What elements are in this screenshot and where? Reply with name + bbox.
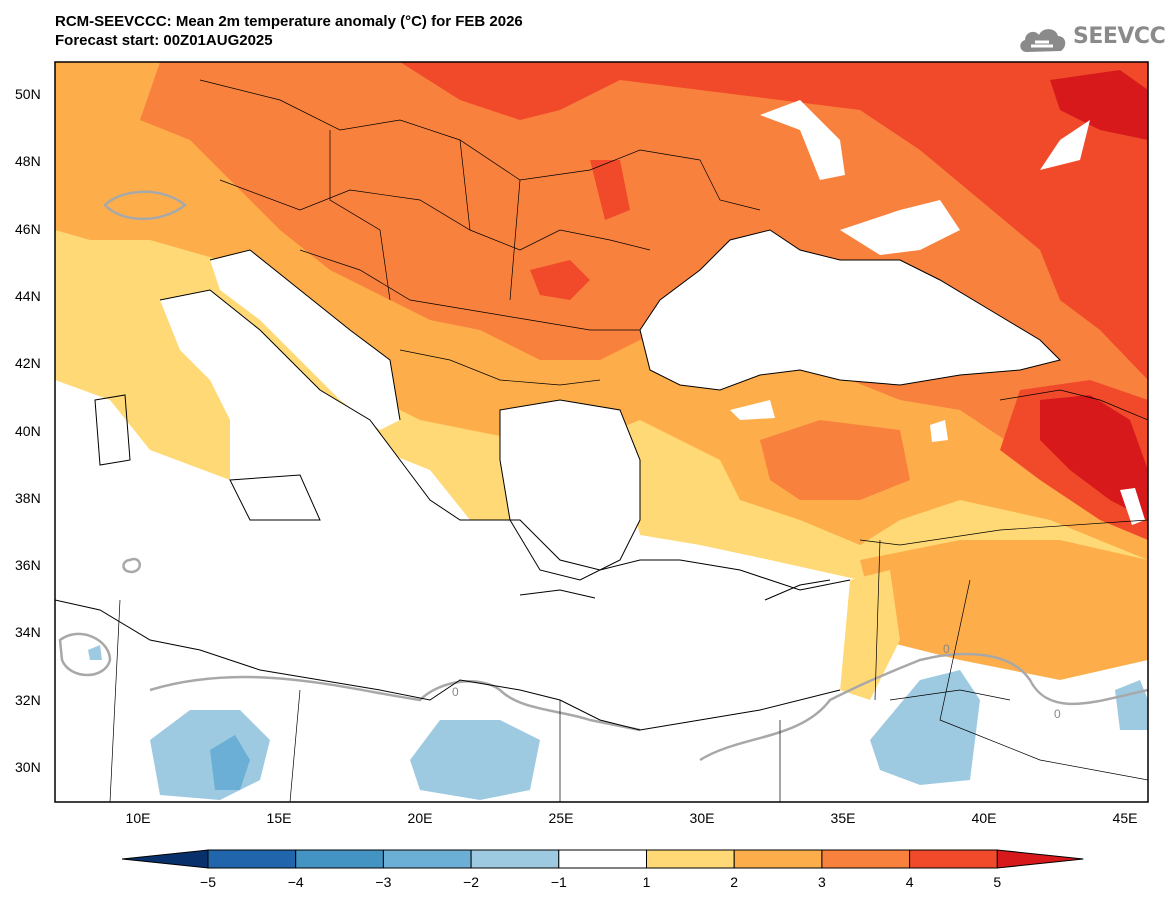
- anomaly-3-4-turkey: [760, 420, 910, 500]
- small-neutral-patch: [730, 400, 775, 420]
- longitude-label: 30E: [689, 810, 715, 826]
- colorbar-swatch: [382, 849, 472, 869]
- latitude-label: 42N: [15, 355, 41, 372]
- zero-contour-line: [58, 632, 112, 677]
- map-title: RCM-SEEVCCC: Mean 2m temperature anomaly…: [55, 12, 523, 50]
- latitude-label: 44N: [15, 287, 41, 304]
- map-frame: [54, 61, 1149, 803]
- colorbar: [121, 849, 1084, 869]
- title-line-1: RCM-SEEVCCC: Mean 2m temperature anomaly…: [55, 13, 523, 30]
- latitude-label: 32N: [15, 691, 41, 708]
- colorbar-swatch: [821, 849, 911, 869]
- longitude-label: 20E: [407, 810, 433, 826]
- colorbar-label: −1: [550, 874, 567, 890]
- anomaly-4-5-romania: [530, 260, 590, 300]
- black-sea: [640, 230, 1060, 390]
- small-neutral-patch: [1040, 120, 1090, 170]
- colorbar-label: 1: [642, 874, 651, 890]
- colorbar-swatch: [558, 849, 647, 869]
- latitude-label: 46N: [15, 220, 41, 237]
- small-neutral-patch: [760, 100, 845, 180]
- anomaly-5plus-region: [1050, 70, 1148, 140]
- colorbar-label: −4: [287, 874, 304, 890]
- colorbar-swatch: [733, 849, 823, 869]
- contour-label: 0: [943, 642, 950, 656]
- longitude-label: 40E: [971, 810, 997, 826]
- contour-label: 0: [1054, 707, 1061, 721]
- small-neutral-patch: [1120, 488, 1145, 525]
- colorbar-swatch: [207, 849, 297, 869]
- anomaly-1-2-levant: [840, 570, 900, 700]
- cloud-icon: [1020, 29, 1066, 52]
- colorbar-swatch: [121, 849, 209, 869]
- longitude-label: 35E: [830, 810, 856, 826]
- logo-text: SEEVCCC: [1073, 24, 1165, 49]
- zero-contour-line: [103, 190, 188, 221]
- latitude-label: 30N: [15, 759, 41, 775]
- colorbar-label: −5: [200, 874, 216, 890]
- country-borders: [109, 79, 1148, 802]
- colorbar-label: 5: [993, 874, 1002, 890]
- anomaly-minus1-minus2-dot: [88, 645, 102, 660]
- latitude-label: 50N: [15, 86, 41, 102]
- adriatic-sea: [210, 250, 400, 430]
- latitude-label: 38N: [15, 489, 41, 506]
- anomaly-3-4-region: [140, 62, 1148, 500]
- zero-contour-line: [699, 652, 1148, 762]
- coastlines: [55, 229, 1061, 731]
- longitude-label: 25E: [548, 810, 574, 826]
- longitude-label: 45E: [1112, 810, 1138, 826]
- anomaly-5plus-east-region: [1040, 395, 1148, 520]
- colorbar-label: 4: [905, 874, 914, 890]
- zero-contour-line: [122, 557, 141, 574]
- colorbar-label: 3: [817, 874, 826, 890]
- longitude-label: 10E: [125, 810, 151, 826]
- latitude-label: 48N: [15, 153, 41, 170]
- zero-contour-line: [149, 675, 641, 732]
- colorbar-swatch: [909, 849, 998, 869]
- colorbar-swatch: [470, 849, 560, 869]
- latitude-label: 34N: [15, 624, 41, 641]
- seevccc-logo: SEEVCCC: [1017, 22, 1165, 58]
- colorbar-label: 2: [730, 874, 739, 890]
- anomaly-minus1-minus2-arabia: [870, 670, 980, 785]
- anomaly-4-5-region: [400, 62, 1148, 380]
- anomaly-minus1-minus2-egypt: [410, 720, 540, 800]
- colorbar-label: −2: [463, 874, 480, 890]
- colorbar-swatch: [295, 849, 384, 869]
- anomaly-4-5-ukraine: [590, 160, 630, 220]
- latitude-label: 36N: [15, 557, 41, 574]
- anomaly-minus2-minus3-libya: [210, 735, 250, 790]
- azov-sea: [840, 200, 960, 255]
- colorbar-swatch: [996, 849, 1084, 869]
- title-line-2: Forecast start: 00Z01AUG2025: [55, 32, 273, 49]
- anomaly-2-3-syria: [860, 540, 1148, 680]
- colorbar-label: −3: [375, 874, 392, 890]
- small-neutral-patch: [930, 420, 948, 442]
- colorbar-swatch: [646, 849, 735, 869]
- longitude-label: 15E: [266, 810, 292, 826]
- contour-label: 0: [452, 685, 459, 699]
- latitude-label: 40N: [15, 422, 41, 439]
- mediterranean-sea: [55, 290, 850, 730]
